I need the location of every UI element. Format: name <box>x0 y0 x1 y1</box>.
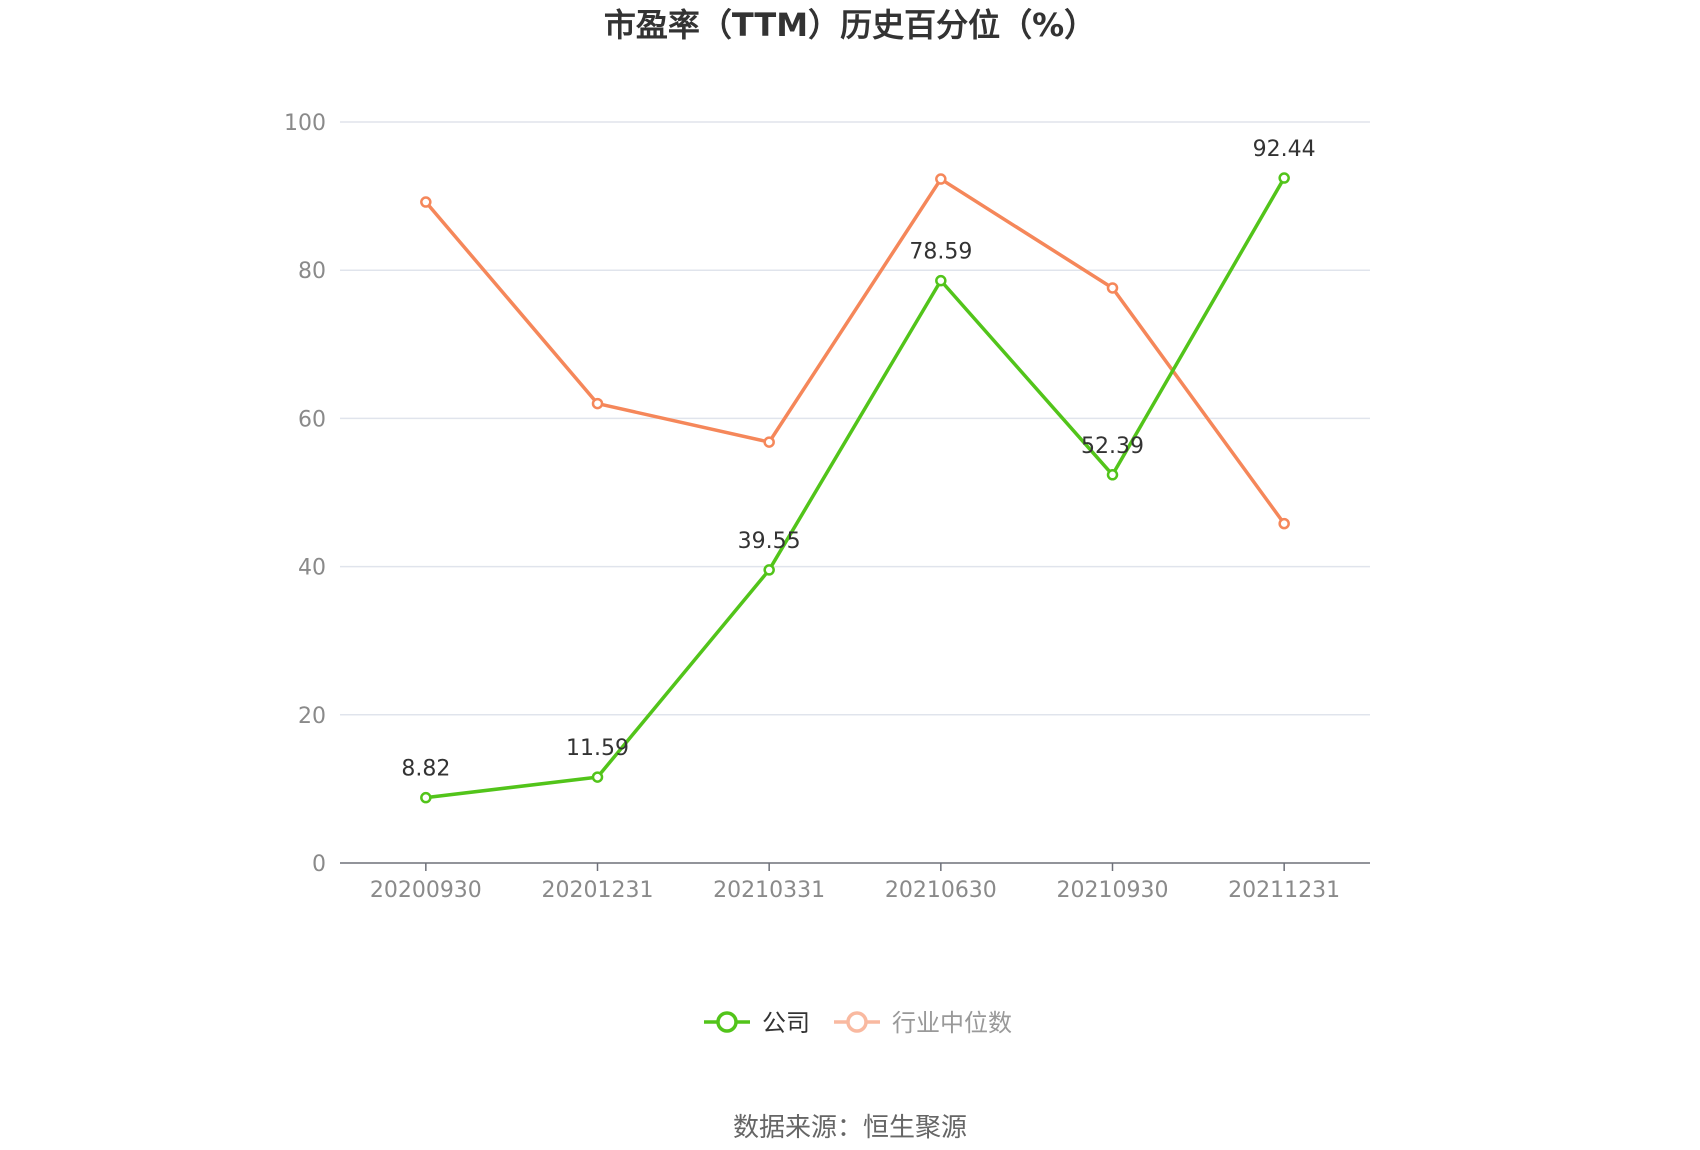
data-label: 78.59 <box>909 240 972 265</box>
y-tick-label: 60 <box>298 407 326 432</box>
x-tick-label: 20210331 <box>713 878 825 903</box>
data-point[interactable] <box>1106 469 1119 481</box>
data-point[interactable] <box>1106 282 1119 294</box>
y-tick-label: 80 <box>298 259 326 284</box>
data-point[interactable] <box>763 436 775 448</box>
legend-item-1[interactable]: 行业中位数 <box>834 1009 1012 1037</box>
data-point[interactable] <box>763 564 775 576</box>
x-tick-label: 20210930 <box>1057 878 1169 903</box>
data-label: 52.39 <box>1081 434 1144 459</box>
legend-item-0[interactable]: 公司 <box>704 1009 810 1037</box>
series-line-0 <box>425 177 1286 800</box>
data-source: 数据来源：恒生聚源 <box>733 1113 967 1143</box>
data-point[interactable] <box>420 791 432 804</box>
data-labels: 8.82 11.59 39.55 78.59 52.39 92.44 <box>401 137 1315 782</box>
x-tick-label: 20200930 <box>370 878 482 903</box>
y-tick-label: 40 <box>298 556 326 581</box>
y-axis: 0 20 40 60 80 100 <box>284 111 326 877</box>
legend-label: 行业中位数 <box>892 1009 1012 1037</box>
data-label: 92.44 <box>1253 137 1316 162</box>
chart-title: 市盈率（TTM）历史百分位（%） <box>604 6 1096 44</box>
x-tick-label: 20201231 <box>542 878 654 903</box>
data-point[interactable] <box>935 173 947 185</box>
y-tick-label: 0 <box>312 852 326 877</box>
series-layer <box>420 172 1290 804</box>
legend-marker-icon <box>716 1011 738 1033</box>
grid-lines <box>340 121 1370 716</box>
x-tick-label: 20211231 <box>1228 878 1340 903</box>
legend[interactable]: 公司 行业中位数 <box>704 1009 1012 1037</box>
data-point[interactable] <box>1278 172 1290 184</box>
data-label: 8.82 <box>401 757 450 782</box>
x-tick-label: 20210630 <box>885 878 997 903</box>
legend-label: 公司 <box>762 1009 810 1037</box>
data-point[interactable] <box>420 196 432 208</box>
data-point[interactable] <box>1278 517 1290 530</box>
x-axis: 20200930 20201231 20210331 20210630 20210930… <box>340 862 1370 903</box>
y-tick-label: 100 <box>284 111 326 136</box>
data-point[interactable] <box>591 771 604 783</box>
data-label: 39.55 <box>738 529 801 554</box>
series-line-1 <box>424 177 1286 525</box>
legend-marker-icon <box>846 1011 868 1033</box>
data-point[interactable] <box>935 274 947 287</box>
data-label: 11.59 <box>566 736 629 761</box>
y-tick-label: 20 <box>298 704 326 729</box>
data-point[interactable] <box>591 397 604 410</box>
